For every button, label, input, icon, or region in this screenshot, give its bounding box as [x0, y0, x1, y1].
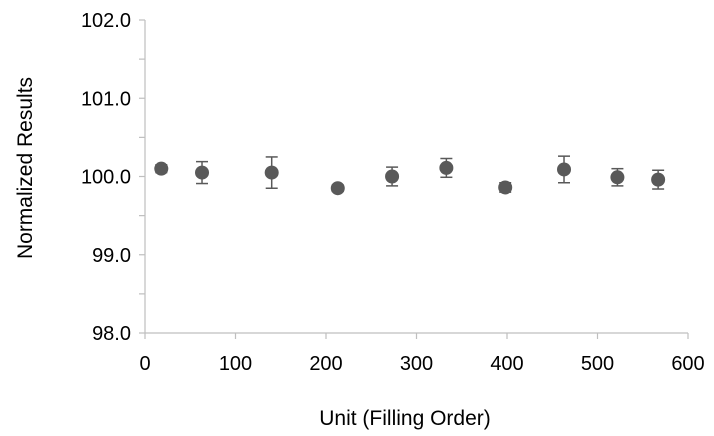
- point-marker: [264, 165, 279, 180]
- data-point: [330, 181, 345, 196]
- data-point: [498, 180, 513, 195]
- point-marker: [610, 170, 625, 185]
- point-marker: [439, 160, 454, 175]
- x-axis-title: Unit (Filling Order): [319, 407, 491, 430]
- y-tick-label: 99.0: [92, 245, 131, 267]
- data-points: [154, 155, 666, 196]
- y-tick-label: 100.0: [81, 167, 131, 189]
- data-point: [195, 160, 210, 185]
- x-tick-label: 0: [139, 353, 150, 375]
- data-point: [557, 155, 572, 184]
- point-marker: [557, 162, 572, 177]
- point-marker: [385, 169, 400, 184]
- point-marker: [651, 172, 666, 187]
- y-axis-ticks: 98.0 99.0 100.0 101.0 102.0: [81, 10, 145, 345]
- point-marker: [195, 165, 210, 180]
- data-point: [264, 156, 279, 189]
- x-tick-label: 500: [581, 353, 614, 375]
- data-point: [154, 161, 169, 176]
- y-tick-label: 102.0: [81, 10, 131, 32]
- data-point: [610, 167, 625, 187]
- x-tick-label: 100: [219, 353, 252, 375]
- point-marker: [154, 161, 169, 176]
- data-point: [385, 166, 400, 187]
- y-axis-title: Normalized Results: [14, 77, 37, 259]
- x-tick-label: 400: [490, 353, 523, 375]
- x-tick-label: 600: [671, 353, 704, 375]
- x-tick-label: 300: [400, 353, 433, 375]
- x-axis-ticks: 0 100 200 300 400 500 600: [139, 333, 705, 375]
- data-point: [439, 157, 454, 179]
- x-tick-label: 200: [309, 353, 342, 375]
- y-tick-label: 101.0: [81, 88, 131, 110]
- y-tick-label: 98.0: [92, 323, 131, 345]
- point-marker: [330, 181, 345, 196]
- point-marker: [498, 180, 513, 195]
- data-point: [651, 169, 666, 190]
